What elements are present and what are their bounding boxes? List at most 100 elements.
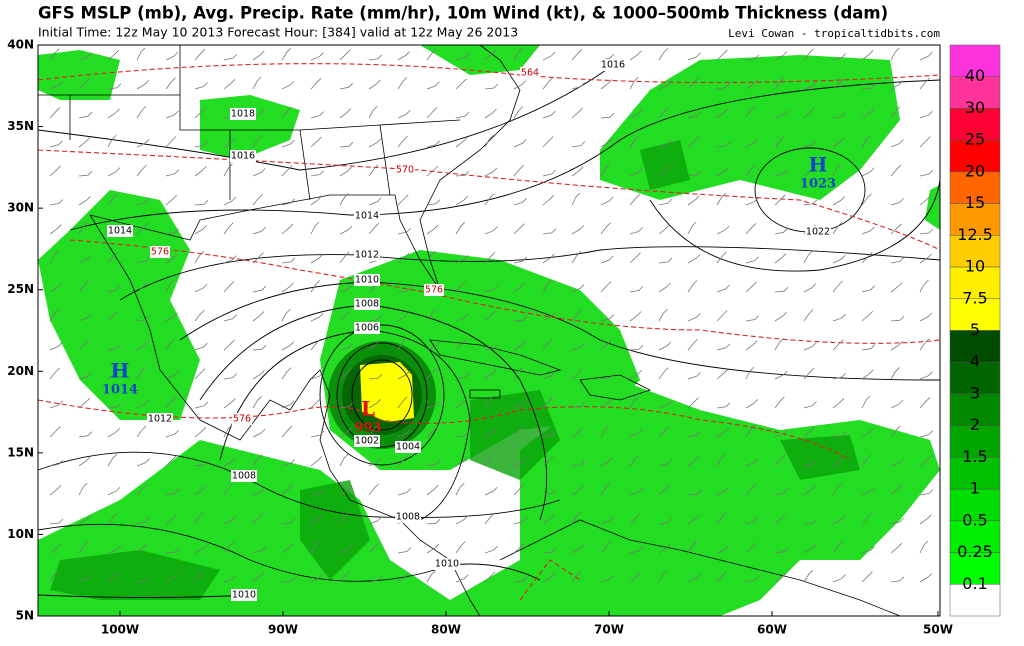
isobar-label: 1006: [355, 323, 379, 334]
wind-barb: [310, 111, 324, 119]
wind-barb: [774, 227, 789, 235]
wind-barb: [165, 547, 180, 554]
wind-barb: [890, 484, 902, 496]
wind-barb: [629, 50, 642, 61]
wind-barb: [774, 311, 787, 322]
wind-barb: [513, 367, 523, 380]
wind-barb: [78, 397, 91, 409]
wind-barb: [165, 77, 176, 90]
wind-barb: [397, 227, 412, 235]
wind-barb: [774, 77, 785, 90]
wind-barb: [919, 514, 932, 525]
wind-barb: [339, 49, 351, 61]
wind-barb: [310, 280, 321, 293]
isobar-label: 1014: [108, 226, 132, 237]
wind-barb: [194, 107, 206, 119]
wind-barb: [861, 135, 871, 148]
wind-barb: [397, 547, 412, 554]
wind-barb: [861, 344, 876, 351]
wind-barb: [803, 342, 817, 351]
wind-barb: [774, 110, 788, 119]
wind-barb: [890, 198, 904, 206]
wind-barb: [339, 310, 351, 322]
subtitle: Initial Time: 12z May 10 2013 Forecast H…: [38, 25, 518, 40]
wind-barb: [455, 574, 469, 583]
wind-barb: [658, 257, 673, 264]
wind-barb: [223, 79, 236, 90]
wind-barb: [658, 139, 672, 148]
wind-barb: [716, 142, 731, 148]
wind-barb: [919, 540, 929, 554]
wind-barb: [542, 51, 556, 61]
colorbar-label: 20: [965, 161, 985, 180]
wind-barb: [397, 194, 409, 206]
lat-label: 30N: [7, 201, 34, 215]
wind-barb: [629, 227, 643, 235]
wind-barb: [513, 106, 524, 119]
wind-barb: [223, 196, 237, 206]
wind-barb: [78, 280, 89, 293]
wind-barb: [281, 459, 295, 467]
wind-barb: [281, 139, 295, 148]
wind-barb: [49, 165, 61, 177]
wind-barb: [803, 81, 817, 90]
wind-barb: [455, 482, 465, 496]
colorbar-label: 10: [965, 257, 985, 276]
isobar-label-bg: [805, 226, 831, 238]
wind-barb: [890, 399, 904, 409]
wind-barb: [687, 254, 701, 264]
wind-barb: [252, 454, 263, 467]
wind-barb: [774, 169, 788, 177]
wind-barb: [426, 165, 439, 177]
wind-barb: [136, 197, 150, 206]
wind-barb: [890, 425, 901, 438]
isobar-label-bg: [230, 108, 256, 120]
wind-barb: [629, 345, 644, 351]
wind-barb: [600, 281, 612, 293]
wind-barb: [600, 373, 615, 380]
wind-barb: [716, 49, 728, 61]
wind-barb: [339, 82, 354, 90]
wind-barb: [919, 169, 934, 177]
wind-barb: [629, 513, 641, 525]
wind-barb: [600, 255, 614, 264]
colorbar-label: 12.5: [957, 225, 993, 244]
wind-barb: [252, 369, 265, 380]
wind-barb: [339, 486, 353, 496]
wind-barb: [745, 340, 758, 351]
wind-barb: [716, 284, 730, 293]
wind-barb: [310, 254, 324, 264]
lat-label: 15N: [7, 445, 34, 459]
wind-barb: [803, 48, 814, 61]
wind-barb: [49, 485, 62, 496]
wind-barb: [49, 426, 61, 438]
wind-barb: [339, 166, 352, 177]
wind-barb: [745, 575, 760, 583]
wind-barb: [397, 286, 412, 293]
wind-barb: [107, 167, 121, 177]
wind-barb: [310, 313, 324, 322]
wind-barb: [687, 430, 702, 438]
colorbar-label: 2: [970, 415, 980, 434]
wind-barb: [165, 194, 178, 206]
wind-barb: [368, 197, 382, 206]
wind-barb: [832, 163, 842, 177]
wind-barb: [629, 135, 640, 148]
wind-barb: [861, 226, 875, 235]
wind-barb: [600, 222, 611, 235]
wind-barb: [542, 312, 556, 322]
colorbar-label: 3: [970, 383, 980, 402]
isobar-label-bg: [395, 441, 421, 453]
storm-heavy-precip: [360, 362, 414, 422]
wind-barb: [49, 107, 61, 119]
wind-barb: [165, 110, 179, 119]
wind-barb: [310, 52, 324, 61]
wind-barb: [861, 369, 874, 380]
wind-barb: [803, 570, 813, 583]
wind-barb: [78, 372, 92, 380]
wind-barb: [803, 140, 818, 148]
isobar-label: 1010: [355, 275, 379, 286]
wind-barb: [513, 484, 525, 496]
wind-barb: [832, 78, 844, 90]
wind-barb: [716, 83, 731, 90]
